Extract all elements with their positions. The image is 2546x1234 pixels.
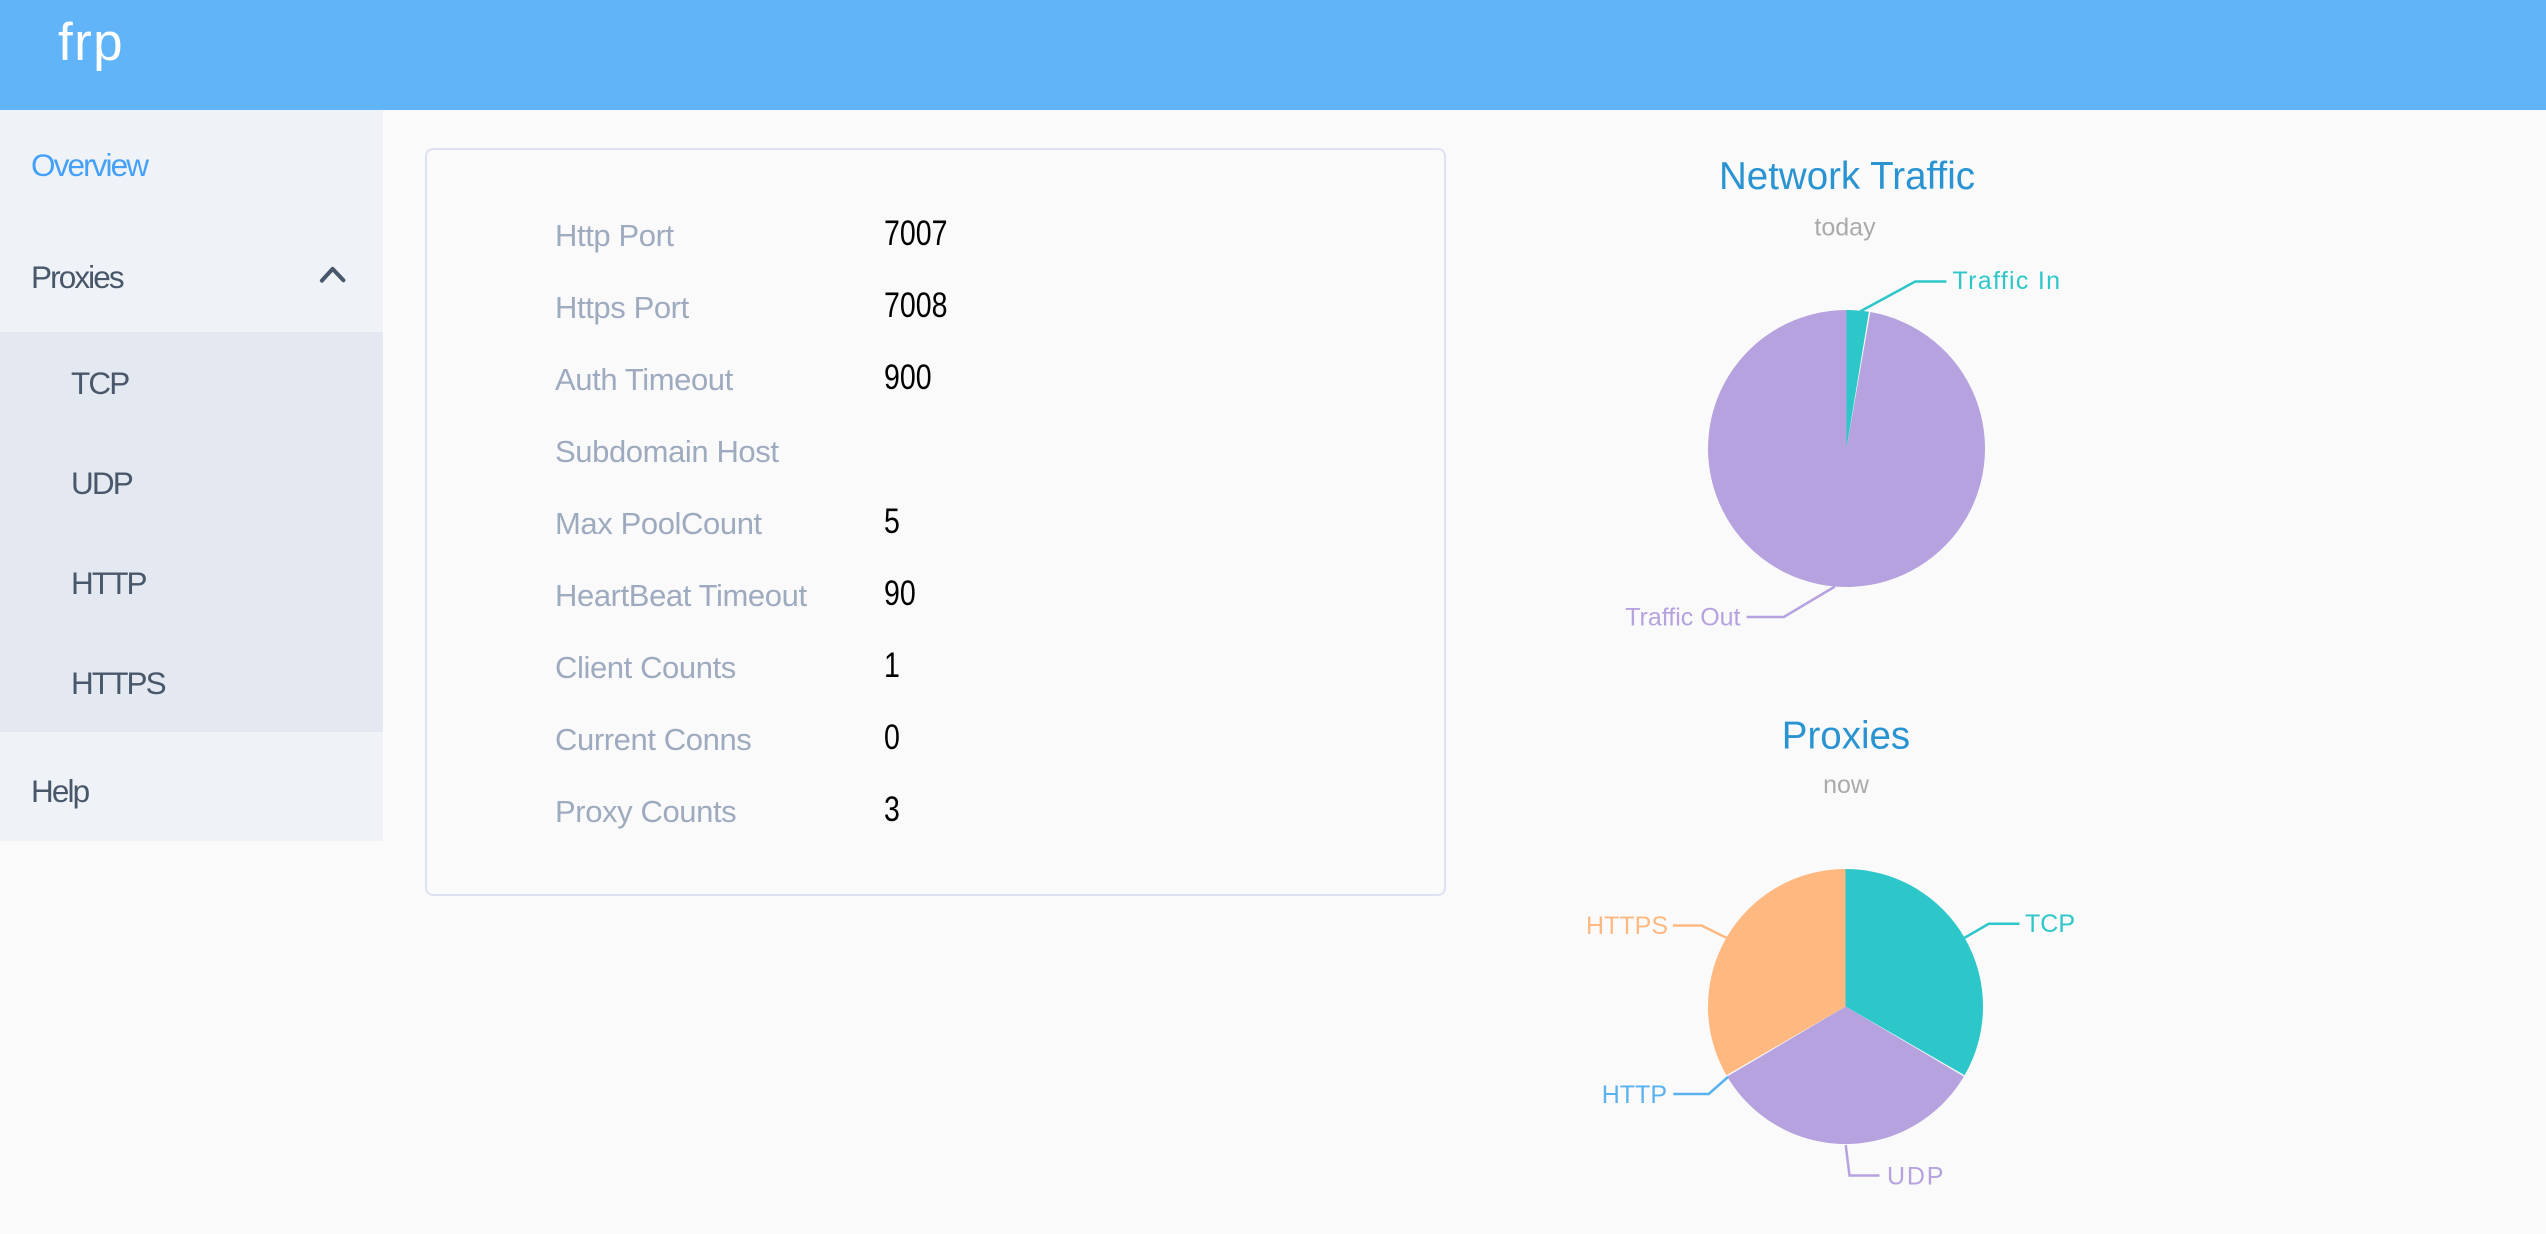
svg-text:today: today bbox=[1814, 214, 1876, 242]
svg-text:HTTPS: HTTPS bbox=[1586, 912, 1668, 940]
svg-text:UDP: UDP bbox=[1887, 1163, 1945, 1191]
svg-text:Network Traffic: Network Traffic bbox=[1719, 155, 1975, 198]
svg-text:Traffic In: Traffic In bbox=[1953, 267, 2062, 295]
svg-text:now: now bbox=[1823, 771, 1870, 799]
svg-text:Traffic Out: Traffic Out bbox=[1625, 604, 1740, 632]
svg-text:Proxies: Proxies bbox=[1782, 715, 1910, 758]
svg-text:HTTP: HTTP bbox=[1602, 1081, 1667, 1109]
svg-text:TCP: TCP bbox=[2025, 910, 2075, 938]
